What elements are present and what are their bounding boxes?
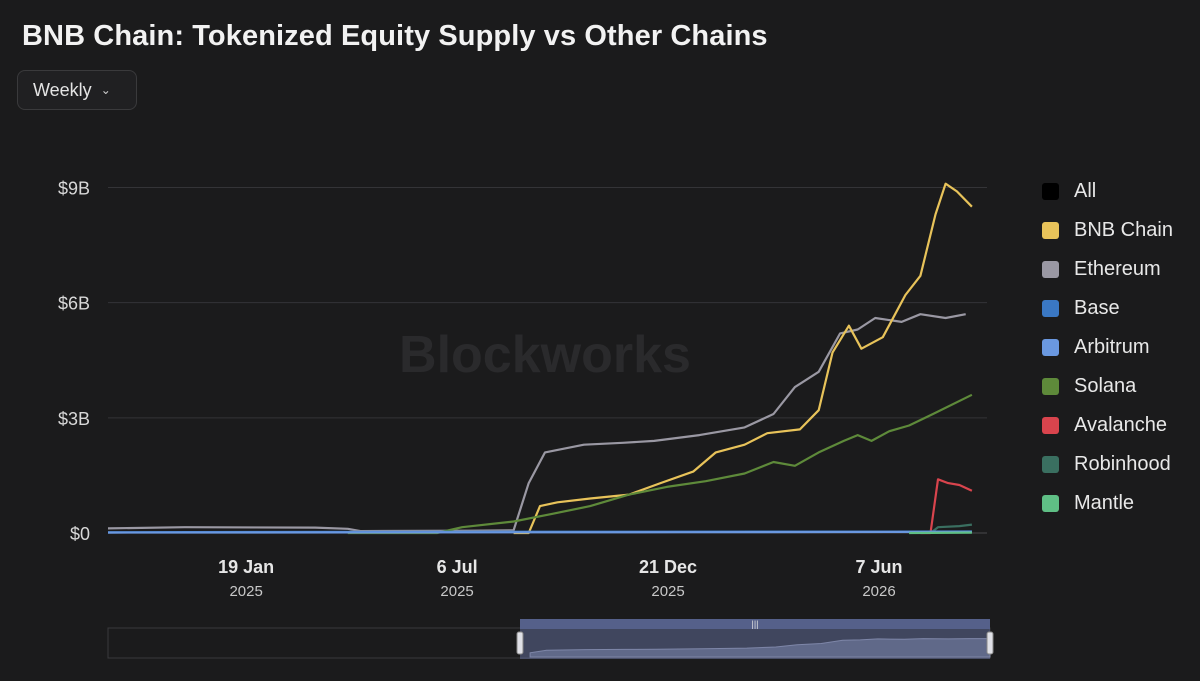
legend-label: BNB Chain bbox=[1074, 219, 1173, 241]
y-axis-ticks: $0 $3B $6B $9B bbox=[58, 179, 90, 544]
legend-swatch bbox=[1042, 417, 1059, 434]
range-navigator[interactable]: ||| bbox=[107, 619, 994, 659]
legend-swatch bbox=[1042, 261, 1059, 278]
series-line-bnb-chain bbox=[513, 182, 973, 535]
legend-item-base[interactable]: Base bbox=[1042, 289, 1173, 328]
x-tick-year-label: 2026 bbox=[862, 583, 895, 600]
legend-swatch bbox=[1042, 456, 1059, 473]
legend-label: Base bbox=[1074, 297, 1120, 319]
legend-swatch bbox=[1042, 378, 1059, 395]
legend-label: Ethereum bbox=[1074, 258, 1161, 280]
legend-item-avalanche[interactable]: Avalanche bbox=[1042, 406, 1173, 445]
navigator-handle[interactable] bbox=[516, 631, 524, 655]
x-tick-label: 6 Jul bbox=[437, 557, 478, 577]
y-tick-label: $6B bbox=[58, 294, 90, 314]
x-axis-ticks: 19 Jan 2025 6 Jul 2025 21 Dec 2025 7 Jun 2026 bbox=[218, 557, 902, 600]
chart-title: BNB Chain: Tokenized Equity Supply vs Ot… bbox=[22, 20, 768, 52]
navigator-handle[interactable] bbox=[986, 631, 994, 655]
series-line-solana bbox=[347, 393, 973, 535]
legend-swatch bbox=[1042, 222, 1059, 239]
x-tick-year-label: 2025 bbox=[229, 583, 262, 600]
x-tick-year-label: 2025 bbox=[651, 583, 684, 600]
chevron-down-icon: ⌄ bbox=[100, 83, 111, 97]
legend-label: Avalanche bbox=[1074, 414, 1168, 436]
legend-item-robinhood[interactable]: Robinhood bbox=[1042, 445, 1173, 484]
legend-label: Mantle bbox=[1074, 492, 1135, 514]
navigator-scrollbar[interactable] bbox=[520, 619, 990, 629]
legend-swatch bbox=[1042, 183, 1059, 200]
legend-item-ethereum[interactable]: Ethereum bbox=[1042, 250, 1173, 289]
navigator-area bbox=[529, 638, 991, 658]
watermark-text: Blockworks bbox=[399, 326, 691, 384]
x-tick-label: 19 Jan bbox=[218, 557, 274, 577]
legend-item-bnb-chain[interactable]: BNB Chain bbox=[1042, 211, 1173, 250]
x-tick-year-label: 2025 bbox=[440, 583, 473, 600]
legend-label: Arbitrum bbox=[1074, 336, 1150, 358]
period-dropdown-label: Weekly bbox=[33, 79, 92, 100]
x-tick-label: 21 Dec bbox=[639, 557, 697, 577]
legend-label: Solana bbox=[1074, 375, 1137, 397]
y-tick-label: $0 bbox=[70, 524, 90, 544]
legend-item-all[interactable]: All bbox=[1042, 172, 1173, 211]
y-tick-label: $9B bbox=[58, 179, 90, 199]
chart-legend: All BNB Chain Ethereum Base Arbitrum Solana Av… bbox=[1042, 172, 1173, 523]
legend-item-mantle[interactable]: Mantle bbox=[1042, 484, 1173, 523]
series-line-ethereum bbox=[107, 313, 966, 533]
legend-swatch bbox=[1042, 339, 1059, 356]
legend-item-arbitrum[interactable]: Arbitrum bbox=[1042, 328, 1173, 367]
navigator-grip-icon[interactable]: ||| bbox=[751, 619, 758, 629]
legend-item-solana[interactable]: Solana bbox=[1042, 367, 1173, 406]
series-line-arbitrum bbox=[107, 530, 972, 534]
legend-swatch bbox=[1042, 495, 1059, 512]
legend-label: Robinhood bbox=[1074, 453, 1171, 475]
legend-label: All bbox=[1074, 180, 1097, 202]
legend-swatch bbox=[1042, 300, 1059, 317]
x-tick-label: 7 Jun bbox=[856, 557, 903, 577]
y-tick-label: $3B bbox=[58, 409, 90, 429]
series-lines bbox=[107, 182, 973, 535]
series-line-robinhood bbox=[929, 523, 973, 534]
period-dropdown[interactable]: Weekly ⌄ bbox=[17, 70, 137, 110]
